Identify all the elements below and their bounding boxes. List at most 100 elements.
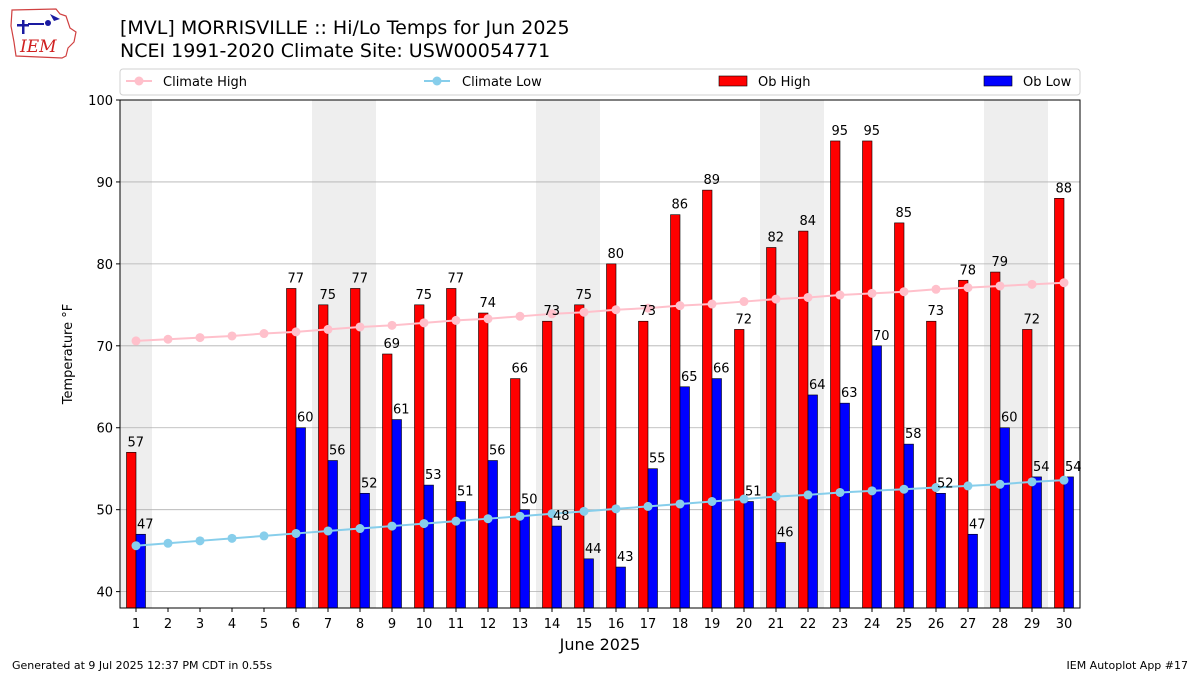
- ob-high-bar: [414, 304, 425, 609]
- climate-high-point: [771, 294, 781, 304]
- generated-note: Generated at 9 Jul 2025 12:37 PM CDT in …: [12, 659, 273, 672]
- ob-high-label: 73: [640, 304, 657, 319]
- ob-low-label: 46: [777, 525, 794, 540]
- climate-low-point: [515, 511, 525, 521]
- ob-low-bar: [679, 386, 690, 609]
- ob-high-label: 72: [736, 312, 753, 327]
- climate-high-point: [227, 331, 237, 341]
- x-tick-label: 1: [132, 617, 140, 632]
- y-axis-label: Temperature °F: [61, 304, 76, 405]
- ob-high-label: 73: [544, 304, 561, 319]
- y-tick-label: 70: [96, 340, 113, 355]
- ob-high-bar: [702, 189, 713, 609]
- ob-high-bar: [606, 263, 617, 609]
- climate-low-point: [291, 528, 301, 538]
- ob-low-label: 61: [393, 403, 410, 418]
- ob-low-label: 47: [137, 517, 154, 532]
- ob-high-label: 75: [416, 288, 433, 303]
- climate-high-point: [611, 305, 621, 315]
- climate-high-point: [547, 309, 557, 319]
- ob-high-label: 79: [992, 255, 1009, 270]
- climate-low-point: [227, 533, 237, 543]
- ob-low-label: 51: [457, 484, 474, 499]
- y-tick-label: 100: [88, 94, 113, 109]
- ob-low-label: 52: [937, 476, 954, 491]
- y-tick-label: 50: [96, 504, 113, 519]
- ob-high-bar: [958, 279, 969, 609]
- ob-low-bar: [1063, 476, 1074, 609]
- climate-low-point: [483, 514, 493, 524]
- climate-low-point: [323, 526, 333, 536]
- climate-low-point: [1059, 475, 1069, 485]
- ob-high-bar: [894, 222, 905, 609]
- ob-high-bar: [286, 288, 297, 609]
- climate-low-point: [355, 524, 365, 534]
- x-tick-label: 14: [544, 617, 561, 632]
- x-tick-label: 21: [768, 617, 785, 632]
- x-tick-label: 27: [960, 617, 977, 632]
- climate-low-point: [451, 516, 461, 526]
- ob-low-bar: [871, 345, 882, 609]
- ob-high-bar: [1022, 329, 1033, 609]
- ob-low-bar: [999, 427, 1010, 609]
- ob-low-label: 66: [713, 362, 730, 377]
- x-tick-label: 26: [928, 617, 945, 632]
- climate-low-point: [163, 538, 173, 548]
- ob-low-bar: [775, 542, 786, 609]
- x-tick-label: 24: [864, 617, 881, 632]
- x-tick-label: 6: [292, 617, 300, 632]
- ob-low-bar: [743, 501, 754, 609]
- ob-low-bar: [967, 533, 978, 609]
- legend-climate-high-marker: [134, 76, 144, 86]
- climate-low-point: [803, 490, 813, 500]
- plot-frame: [119, 99, 1081, 609]
- ob-low-label: 60: [1001, 411, 1018, 426]
- ob-high-label: 77: [352, 271, 369, 286]
- x-tick-label: 25: [896, 617, 913, 632]
- climate-low-point: [579, 506, 589, 516]
- ob-high-label: 77: [448, 271, 465, 286]
- ob-high-bar: [542, 320, 553, 609]
- ob-low-label: 47: [969, 517, 986, 532]
- climate-low-point: [1027, 477, 1037, 487]
- climate-high-point: [803, 292, 813, 302]
- climate-high-point: [387, 320, 397, 330]
- climate-low-point: [131, 541, 141, 551]
- ob-high-label: 73: [928, 304, 945, 319]
- climate-low-point: [739, 494, 749, 504]
- ob-low-label: 65: [681, 370, 698, 385]
- climate-high-point: [419, 318, 429, 328]
- climate-low-point: [419, 519, 429, 529]
- climate-low-point: [835, 487, 845, 497]
- ob-high-bar: [830, 140, 841, 609]
- x-tick-label: 8: [356, 617, 364, 632]
- ob-low-bar: [935, 492, 946, 609]
- ob-low-bar: [295, 427, 306, 609]
- legend-climate-low-marker: [432, 76, 442, 86]
- ob-low-label: 54: [1033, 460, 1050, 475]
- ob-high-label: 57: [128, 435, 145, 450]
- x-tick-label: 23: [832, 617, 849, 632]
- ob-low-label: 43: [617, 550, 634, 565]
- ob-low-bar: [359, 492, 370, 609]
- climate-low-point: [867, 486, 877, 496]
- ob-low-bar: [1031, 476, 1042, 609]
- ob-high-label: 75: [320, 288, 337, 303]
- ob-high-label: 85: [896, 206, 913, 221]
- ob-low-bar: [551, 525, 562, 609]
- ob-low-bar: [519, 509, 530, 609]
- climate-high-point: [355, 322, 365, 332]
- ob-high-bar: [670, 214, 681, 609]
- climate-low-point: [707, 496, 717, 506]
- climate-low-point: [675, 499, 685, 509]
- x-tick-label: 30: [1056, 617, 1073, 632]
- climate-low-line: [135, 479, 1065, 547]
- ob-high-bar: [734, 329, 745, 609]
- ob-low-bar: [487, 460, 498, 609]
- app-credit: IEM Autoplot App #17: [1066, 659, 1189, 672]
- ob-high-label: 95: [864, 124, 881, 139]
- iem-logo: IEM: [10, 8, 77, 59]
- svg-text:IEM: IEM: [19, 37, 57, 57]
- climate-low-point: [771, 492, 781, 502]
